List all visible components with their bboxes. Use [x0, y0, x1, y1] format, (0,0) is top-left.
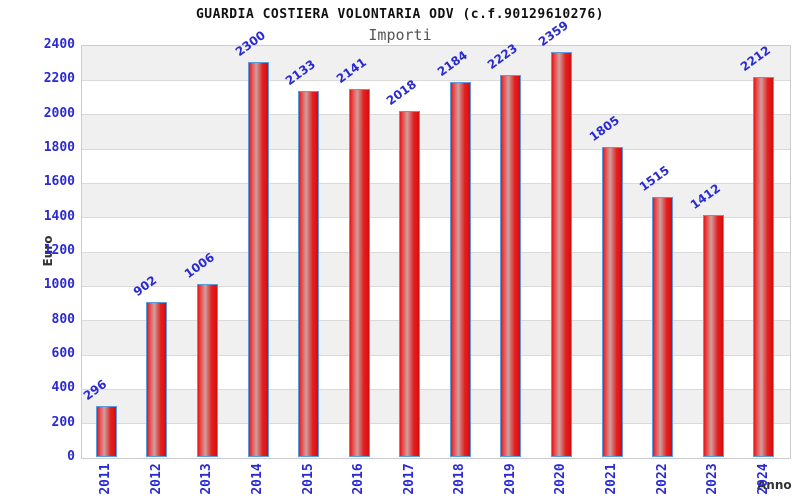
y-tick-label: 600 [51, 346, 75, 361]
gridline [82, 114, 790, 116]
bar [500, 75, 522, 457]
x-tick-label: 2017 [401, 463, 417, 495]
bar [298, 90, 320, 457]
y-tick-label: 200 [51, 414, 75, 430]
gridline [82, 182, 790, 184]
bar [399, 110, 421, 457]
plot-band [82, 46, 790, 81]
x-tick-label: 2012 [148, 463, 164, 495]
x-tick-label: 2024 [755, 463, 771, 495]
x-axis-title: Anno [757, 478, 792, 492]
bar [196, 284, 218, 457]
gridline [82, 423, 790, 425]
y-tick-label: 400 [51, 380, 75, 396]
x-tick-label: 2022 [654, 463, 670, 495]
y-tick-label: 800 [51, 311, 75, 327]
y-tick-label: 1400 [43, 208, 75, 224]
chart-subtitle: Importi [368, 26, 432, 44]
gridline [82, 251, 790, 253]
y-tick-label: 1800 [43, 140, 75, 155]
gridline [82, 79, 790, 81]
bar [146, 302, 168, 457]
bar [247, 62, 269, 457]
bar [702, 214, 724, 457]
bar [652, 196, 674, 457]
plot-band [82, 114, 790, 149]
bar [95, 406, 117, 457]
y-tick-label: 1200 [43, 243, 75, 258]
chart-title: GUARDIA COSTIERA VOLONTARIA ODV (c.f.901… [195, 7, 604, 22]
x-tick-label: 2015 [300, 463, 316, 495]
x-tick-label: 2013 [199, 463, 215, 495]
gridline [82, 217, 790, 219]
x-tick-label: 2020 [553, 463, 569, 495]
y-tick-label: 0 [67, 449, 75, 464]
bar [348, 89, 370, 457]
bar [753, 77, 775, 457]
gridline [82, 388, 790, 390]
x-tick-label: 2018 [452, 463, 468, 495]
plot-area [81, 45, 791, 459]
plot-band [82, 320, 790, 355]
gridline [82, 148, 790, 150]
bar [601, 147, 623, 457]
bar [550, 52, 572, 457]
gridline [82, 320, 790, 322]
bar [449, 82, 471, 457]
plot-band [82, 389, 790, 424]
x-tick-label: 2023 [705, 463, 721, 495]
x-tick-label: 2011 [98, 463, 114, 495]
y-tick-label: 1000 [43, 277, 75, 293]
x-tick-label: 2016 [351, 463, 367, 495]
gridline [82, 354, 790, 356]
x-tick-label: 2019 [502, 463, 518, 495]
y-tick-label: 1600 [43, 174, 75, 190]
y-tick-label: 2200 [43, 71, 75, 87]
x-tick-label: 2021 [604, 463, 619, 495]
y-tick-label: 2000 [43, 105, 75, 121]
x-tick-label: 2014 [250, 463, 265, 495]
gridline [82, 285, 790, 287]
y-tick-label: 2400 [43, 37, 75, 52]
plot-band [82, 183, 790, 218]
